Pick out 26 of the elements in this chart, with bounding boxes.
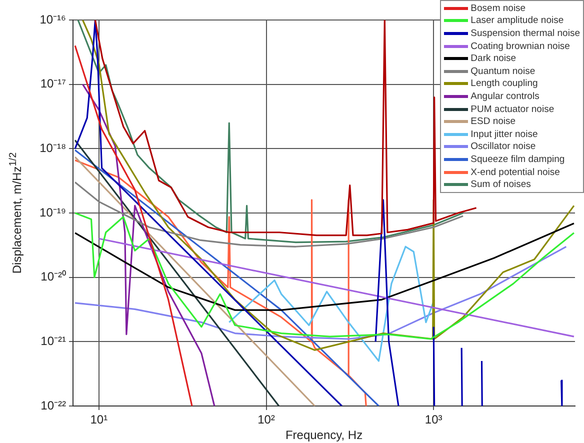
x-axis-title: Frequency, Hz [285, 428, 363, 442]
legend-label: ESD noise [470, 116, 516, 128]
y-tick-label: 10⁻¹⁷ [40, 76, 66, 91]
legend-label: Squeeze film damping [470, 154, 565, 165]
legend-label: Laser amplitude noise [470, 15, 564, 26]
legend-label: Input jitter noise [470, 128, 538, 140]
legend-label: Angular controls [470, 90, 540, 102]
legend-label: X-end potential noise [470, 166, 560, 178]
legend-label: Bosem noise [470, 2, 526, 14]
legend-label: Length coupling [470, 78, 538, 90]
x-tick-label: 10³ [424, 412, 442, 427]
legend-label: Coating brownian noise [470, 40, 570, 52]
y-tick-label: 10⁻¹⁶ [40, 12, 66, 26]
x-tick-label: 10¹ [90, 412, 108, 427]
y-tick-label: 10⁻¹⁹ [40, 205, 66, 220]
legend-label: PUM actuator noise [470, 104, 554, 115]
x-tick-label: 10² [258, 412, 275, 427]
y-tick-label: 10⁻¹⁸ [40, 140, 66, 155]
legend-label: Oscillator noise [470, 141, 536, 152]
legend-label: Suspension thermal noise [470, 28, 580, 39]
legend-label: Quantum noise [470, 66, 536, 77]
y-tick-label: 10⁻²¹ [40, 334, 66, 348]
y-tick-label: 10⁻²⁰ [40, 270, 66, 284]
legend-label: Dark noise [470, 53, 516, 64]
y-tick-label: 10⁻²² [40, 398, 66, 412]
legend-label: Sum of noises [470, 179, 531, 190]
